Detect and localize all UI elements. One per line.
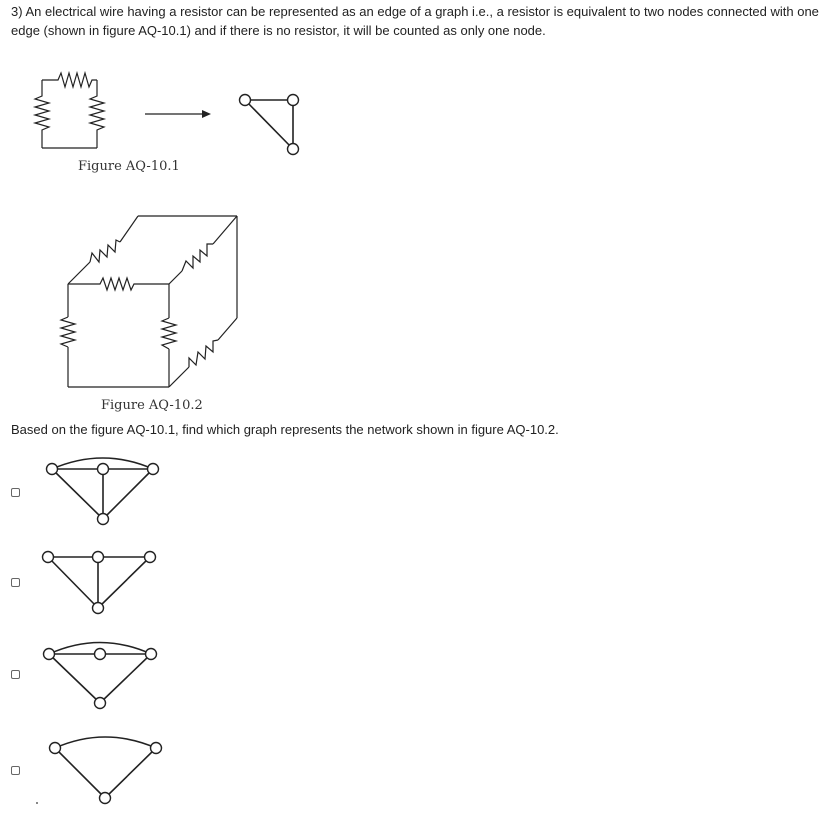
question-text: 3) An electrical wire having a resistor … — [11, 4, 819, 38]
prompt-text: Based on the figure AQ-10.1, find which … — [11, 422, 559, 437]
arrow — [145, 110, 211, 118]
diag-bottom-resistor — [188, 339, 219, 367]
cube-network — [58, 215, 238, 388]
figure-1-caption: Figure AQ-10.1 — [78, 159, 180, 174]
figure-2-caption: Figure AQ-10.2 — [101, 398, 203, 413]
resistor-right — [87, 80, 107, 148]
option-c-checkbox[interactable] — [11, 670, 20, 679]
resistor-left — [32, 80, 52, 148]
option-a-checkbox[interactable] — [11, 488, 20, 497]
triangle-graph — [238, 93, 300, 156]
front-right-resistor — [159, 317, 179, 350]
option-b-checkbox[interactable] — [11, 578, 20, 587]
circuit-diagram-1 — [32, 70, 107, 149]
diag-left-resistor — [89, 239, 121, 264]
option-d-checkbox[interactable] — [11, 766, 20, 775]
resistor-top — [42, 70, 97, 90]
figure-aq-10-1 — [32, 70, 300, 156]
figure-aq-10-2 — [58, 215, 238, 388]
diag-right-resistor — [181, 243, 213, 272]
front-left-resistor — [58, 316, 78, 348]
stray-dot — [36, 802, 38, 804]
front-top-resistor — [68, 276, 169, 292]
